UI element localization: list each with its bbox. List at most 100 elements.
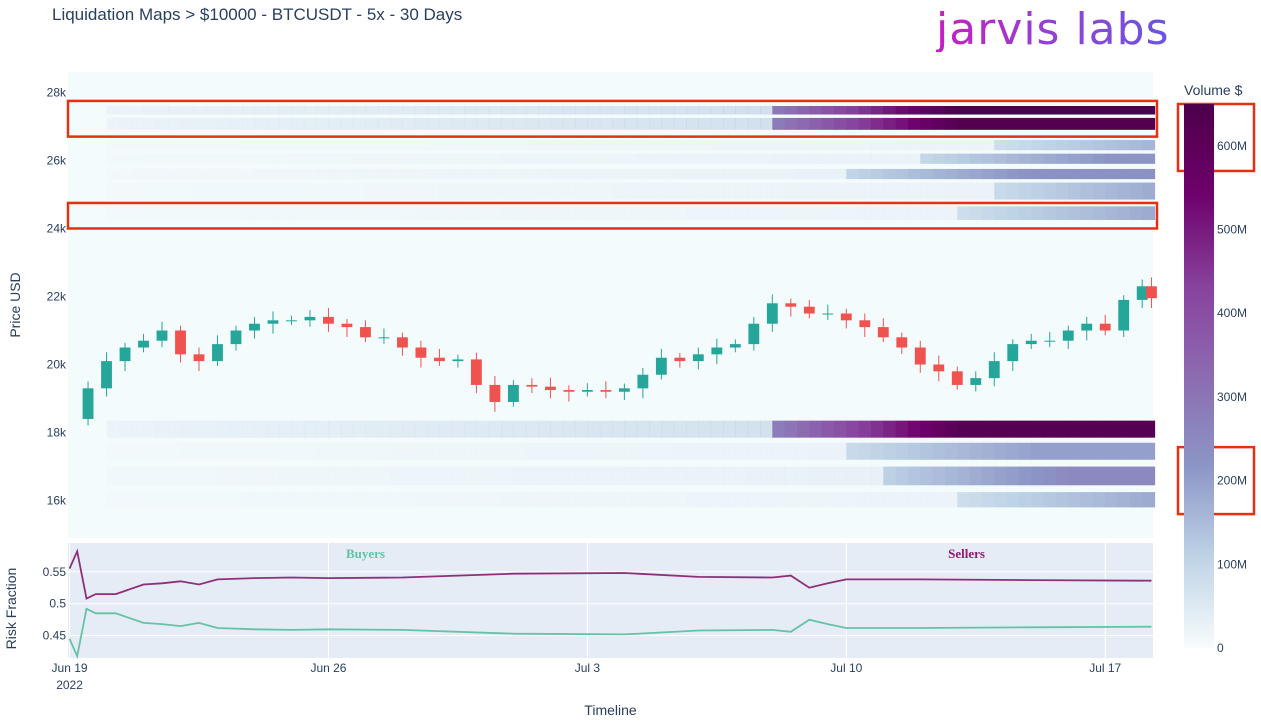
band-cell bbox=[833, 117, 847, 130]
band-cell bbox=[353, 442, 367, 460]
price-tick-label: 28k bbox=[47, 85, 67, 99]
band-cell bbox=[1055, 442, 1069, 460]
band-cell bbox=[599, 106, 613, 115]
band-cell bbox=[981, 182, 995, 200]
band-cell bbox=[291, 492, 305, 508]
band-cell bbox=[981, 420, 995, 438]
band-cell bbox=[624, 206, 638, 220]
candle-body bbox=[175, 330, 186, 355]
band-cell bbox=[118, 466, 132, 486]
band-cell bbox=[735, 117, 749, 130]
band-cell bbox=[118, 153, 132, 164]
band-cell bbox=[118, 140, 132, 151]
band-cell bbox=[550, 106, 564, 115]
band-cell bbox=[365, 168, 379, 180]
band-cell bbox=[501, 168, 515, 180]
band-cell bbox=[944, 442, 958, 460]
band-cell bbox=[427, 106, 441, 115]
band-cell bbox=[192, 442, 206, 460]
band-cell bbox=[205, 206, 219, 220]
band-cell bbox=[920, 140, 934, 151]
liquidation-band bbox=[106, 153, 1156, 164]
band-cell bbox=[242, 466, 256, 486]
band-cell bbox=[944, 140, 958, 151]
band-cell bbox=[488, 140, 502, 151]
candle bbox=[156, 321, 168, 348]
candle bbox=[581, 383, 593, 397]
colorbar-gradient bbox=[1184, 104, 1214, 648]
band-cell bbox=[636, 182, 650, 200]
band-cell bbox=[365, 492, 379, 508]
band-cell bbox=[920, 182, 934, 200]
time-axis-title: Timeline bbox=[584, 702, 637, 718]
band-cell bbox=[229, 442, 243, 460]
band-cell bbox=[1142, 117, 1156, 130]
colorbar-tick-label: 200M bbox=[1217, 474, 1247, 488]
band-cell bbox=[883, 117, 897, 130]
band-cell bbox=[895, 206, 909, 220]
band-cell bbox=[821, 153, 835, 164]
band-cell bbox=[328, 206, 342, 220]
band-cell bbox=[168, 442, 182, 460]
candle bbox=[175, 325, 186, 363]
band-cell bbox=[390, 153, 404, 164]
band-cell bbox=[1092, 140, 1106, 151]
band-cell bbox=[106, 182, 120, 200]
band-cell bbox=[932, 153, 946, 164]
band-cell bbox=[476, 442, 490, 460]
band-cell bbox=[1129, 492, 1143, 508]
candle bbox=[655, 348, 667, 380]
band-cell bbox=[686, 182, 699, 200]
band-cell bbox=[229, 492, 243, 508]
band-cell bbox=[575, 182, 588, 200]
band-cell bbox=[106, 206, 120, 220]
band-cell bbox=[1018, 168, 1032, 180]
band-cell bbox=[180, 442, 194, 460]
time-tick-label: Jul 10 bbox=[830, 661, 862, 675]
band-cell bbox=[944, 106, 958, 115]
band-cell bbox=[501, 206, 515, 220]
band-cell bbox=[636, 492, 650, 508]
band-cell bbox=[266, 168, 280, 180]
band-cell bbox=[784, 153, 798, 164]
band-cell bbox=[217, 153, 231, 164]
band-cell bbox=[1080, 140, 1094, 151]
band-cell bbox=[1092, 182, 1106, 200]
time-tick-label: Jun 19 bbox=[52, 661, 88, 675]
band-cell bbox=[1055, 106, 1069, 115]
time-tick-label: Jul 17 bbox=[1089, 661, 1121, 675]
band-cell bbox=[796, 140, 810, 151]
band-cell bbox=[143, 140, 157, 151]
band-cell bbox=[106, 153, 120, 164]
band-cell bbox=[192, 206, 206, 220]
band-cell bbox=[476, 466, 490, 486]
band-cell bbox=[649, 420, 662, 438]
band-cell bbox=[1068, 492, 1082, 508]
band-cell bbox=[772, 466, 786, 486]
band-cell bbox=[760, 117, 773, 130]
band-cell bbox=[981, 117, 995, 130]
band-cell bbox=[994, 466, 1008, 486]
band-cell bbox=[624, 442, 638, 460]
band-cell bbox=[624, 420, 638, 438]
band-cell bbox=[673, 182, 687, 200]
band-cell bbox=[636, 140, 650, 151]
band-cell bbox=[575, 442, 588, 460]
band-cell bbox=[1080, 117, 1094, 130]
band-cell bbox=[612, 153, 625, 164]
band-cell bbox=[291, 466, 305, 486]
band-cell bbox=[1117, 182, 1131, 200]
band-cell bbox=[710, 140, 724, 151]
band-cell bbox=[969, 168, 983, 180]
band-cell bbox=[1092, 153, 1106, 164]
band-cell bbox=[772, 420, 786, 438]
band-cell bbox=[1129, 168, 1143, 180]
band-cell bbox=[1092, 442, 1106, 460]
price-tick-label: 18k bbox=[47, 426, 67, 440]
candle bbox=[729, 339, 741, 353]
band-cell bbox=[920, 168, 934, 180]
band-cell bbox=[143, 442, 157, 460]
candle-body bbox=[766, 303, 778, 324]
band-cell bbox=[414, 206, 428, 220]
band-cell bbox=[229, 117, 243, 130]
